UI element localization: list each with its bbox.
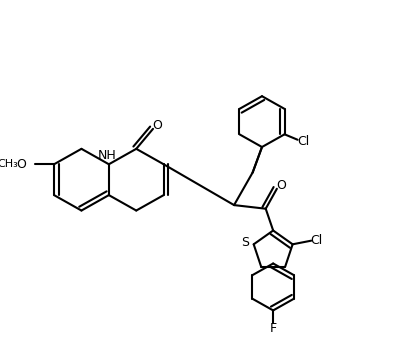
Text: CH₃: CH₃	[0, 159, 18, 169]
Text: F: F	[270, 322, 277, 335]
Text: NH: NH	[98, 149, 116, 162]
Text: O: O	[16, 158, 26, 171]
Text: O: O	[152, 119, 162, 132]
Text: Cl: Cl	[297, 135, 309, 148]
Text: Cl: Cl	[311, 234, 323, 247]
Text: S: S	[242, 236, 249, 249]
Text: O: O	[276, 179, 286, 192]
